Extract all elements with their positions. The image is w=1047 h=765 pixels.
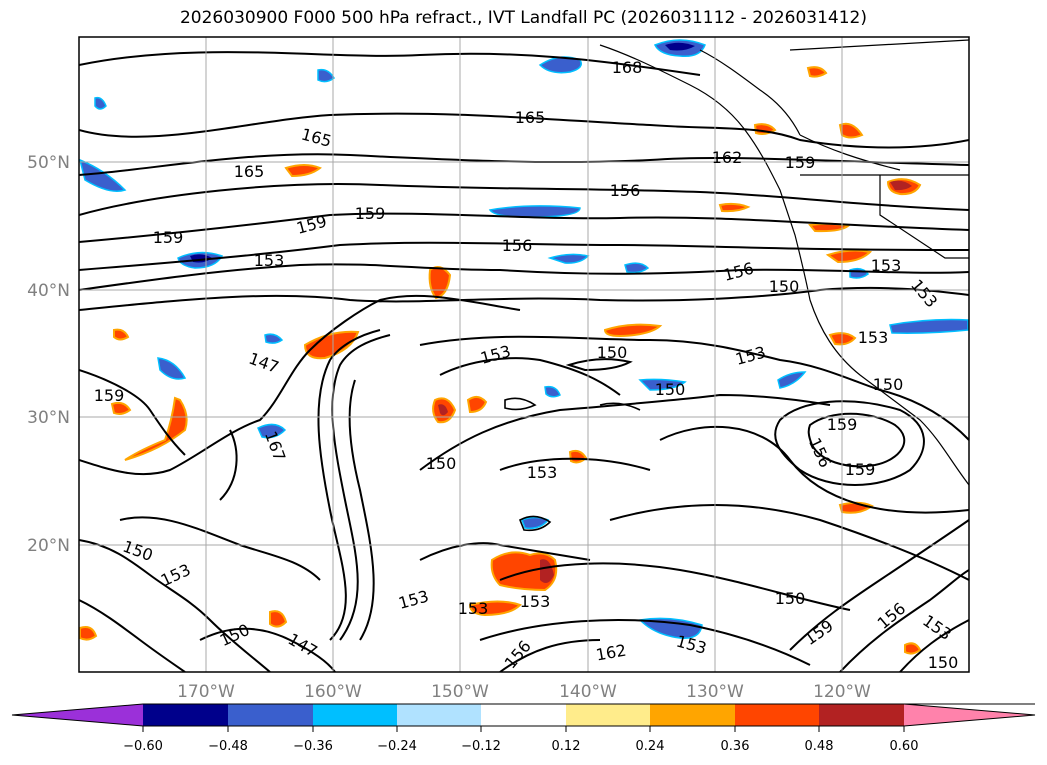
colorbar-segment — [481, 704, 566, 726]
contour-label: 153 — [527, 463, 558, 482]
contour-label: 153 — [858, 328, 889, 347]
lon-tick-label: 120°W — [813, 682, 871, 702]
colorbar-tick-label: −0.24 — [377, 739, 417, 754]
colorbar-segment — [143, 704, 228, 726]
contour-label: 150 — [928, 653, 959, 672]
contour-label: 168 — [612, 58, 643, 77]
gridlines — [79, 37, 969, 672]
contour-label: 159 — [845, 460, 876, 479]
lon-tick-label: 160°W — [304, 682, 362, 702]
colorbar-segment — [819, 704, 904, 726]
colorbar-segment — [650, 704, 735, 726]
colorbar-tick-label: 0.24 — [636, 739, 665, 754]
contour-label: 159 — [153, 228, 184, 247]
contour-label: 165 — [515, 108, 546, 127]
lon-tick-label: 170°W — [177, 682, 235, 702]
contour-label: 159 — [785, 153, 816, 172]
contour-label: 153 — [458, 599, 489, 618]
colorbar-segment — [397, 704, 481, 726]
map-plot-area — [79, 37, 969, 672]
colorbar-segment — [566, 704, 650, 726]
lat-tick-label: 30°N — [27, 408, 70, 428]
contour-label: 150 — [775, 589, 806, 608]
contour-label: 153 — [254, 251, 285, 270]
colorbar-tick-label: 0.36 — [721, 739, 750, 754]
contour-label: 162 — [712, 148, 743, 167]
lon-tick-label: 150°W — [431, 682, 489, 702]
colorbar: −0.60 −0.48 −0.36 −0.24 −0.12 0.12 0.24 … — [11, 703, 1036, 754]
lon-tick-label: 140°W — [559, 682, 617, 702]
lat-tick-label: 20°N — [27, 536, 70, 556]
contour-label: 150 — [655, 380, 686, 399]
colorbar-segment — [12, 704, 143, 726]
contour-label: 156 — [610, 181, 641, 200]
colorbar-segment — [228, 704, 313, 726]
map-title: 2026030900 F000 500 hPa refract., IVT La… — [179, 8, 867, 28]
height-contours — [79, 51, 969, 672]
contour-label: 153 — [871, 256, 902, 275]
contour-label: 150 — [769, 277, 800, 296]
colorbar-ticks — [142, 726, 905, 732]
axis-tick-labels: 170°W 160°W 150°W 140°W 130°W 120°W 50°N… — [27, 153, 871, 702]
contour-label: 159 — [827, 415, 858, 434]
colorbar-tick-label: 0.48 — [805, 739, 834, 754]
colorbar-tick-label: 0.60 — [890, 739, 919, 754]
contour-label: 153 — [520, 592, 551, 611]
contour-label: 156 — [502, 236, 533, 255]
contour-label: 150 — [873, 375, 904, 394]
colorbar-outline — [11, 703, 1036, 727]
contour-label: 165 — [234, 162, 265, 181]
colorbar-tick-label: −0.12 — [461, 739, 501, 754]
shaded-anomalies — [79, 39, 969, 655]
contour-label: 159 — [94, 386, 125, 405]
lon-tick-label: 130°W — [686, 682, 744, 702]
contour-label: 150 — [597, 343, 628, 362]
colorbar-tick-label: 0.12 — [552, 739, 581, 754]
contour-label: 159 — [355, 204, 386, 223]
colorbar-tick-label: −0.36 — [293, 739, 333, 754]
contour-label: 150 — [426, 454, 457, 473]
lat-tick-label: 40°N — [27, 281, 70, 301]
plot-frame — [78, 36, 970, 673]
colorbar-tick-label: −0.48 — [208, 739, 248, 754]
contour-labels: 168 165 165 165 162 159 156 159 159 159 … — [94, 58, 959, 672]
colorbar-segment — [735, 704, 819, 726]
coastlines — [599, 39, 969, 486]
colorbar-tick-label: −0.60 — [123, 739, 163, 754]
lat-tick-label: 50°N — [27, 153, 70, 173]
colorbar-segment — [313, 704, 397, 726]
colorbar-segment — [904, 704, 1035, 726]
